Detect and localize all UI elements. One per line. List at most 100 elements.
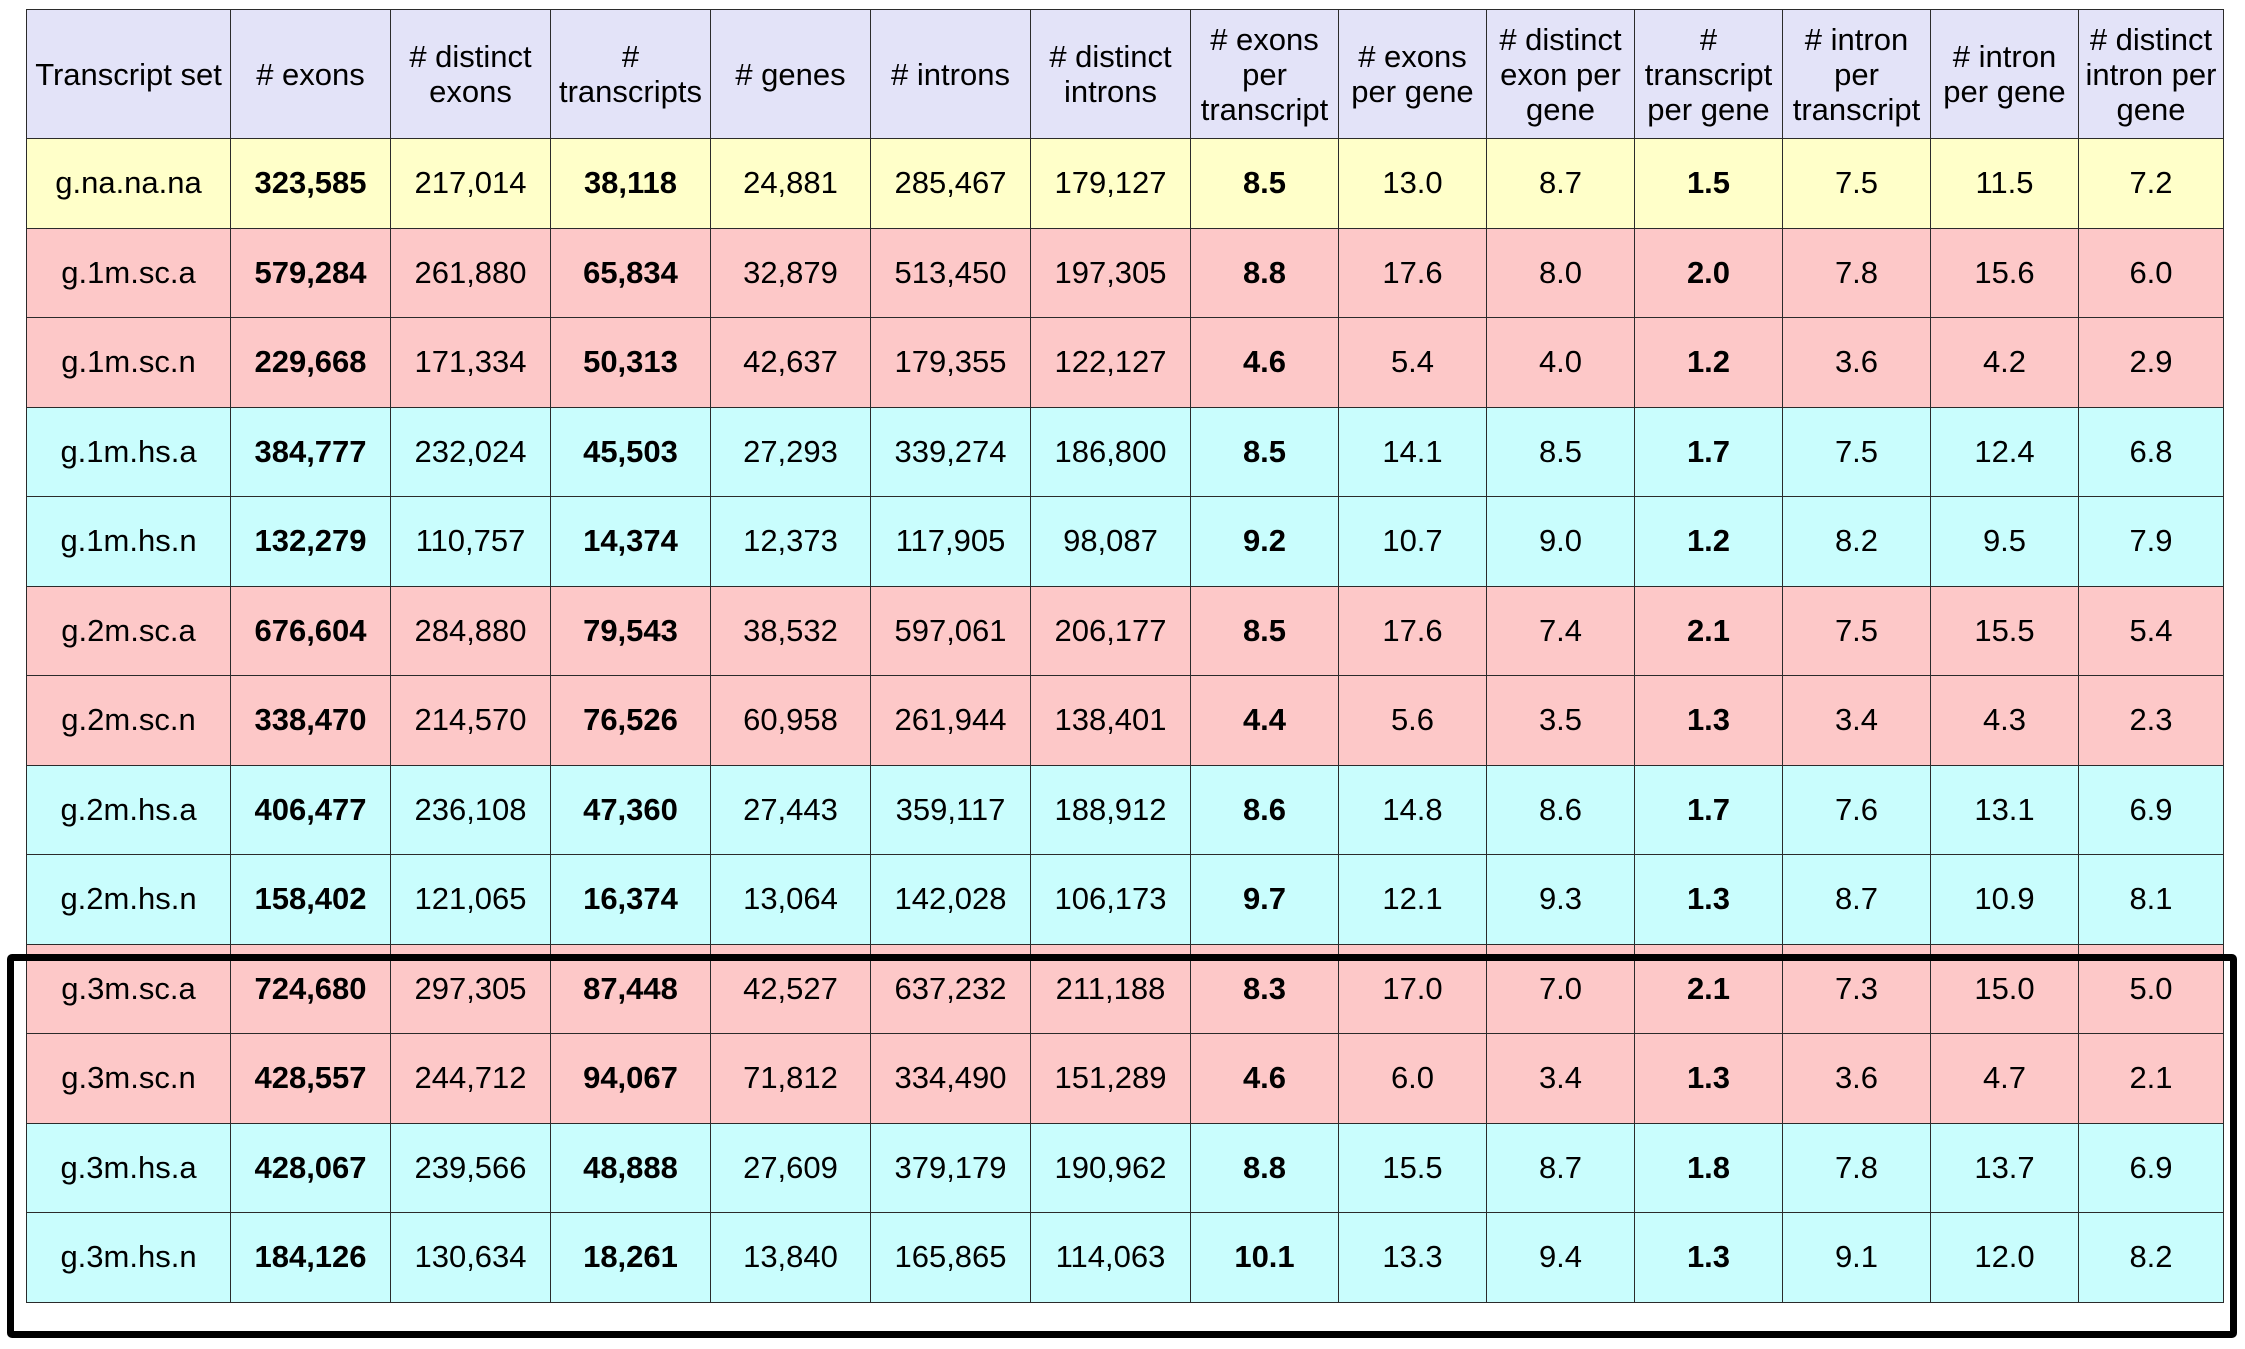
table-cell: 165,865 [870, 1212, 1031, 1303]
table-cell: 7.6 [1782, 764, 1931, 855]
table-cell: 3.5 [1486, 675, 1635, 766]
table-cell: 10.1 [1190, 1212, 1339, 1303]
table-cell: 211,188 [1030, 943, 1191, 1034]
table-cell: 76,526 [550, 675, 711, 766]
table-cell: 47,360 [550, 764, 711, 855]
table-cell: 15.5 [1930, 585, 2079, 676]
column-header: # exons [230, 9, 391, 139]
header-row: Transcript set # exons # distinct exons # t… [26, 9, 2224, 139]
transcript-set-label: g.3m.sc.n [26, 1033, 231, 1124]
table-cell: 8.5 [1190, 138, 1339, 229]
column-header: # intron per transcript [1782, 9, 1931, 139]
table-cell: 724,680 [230, 943, 391, 1034]
table-cell: 285,467 [870, 138, 1031, 229]
table-cell: 637,232 [870, 943, 1031, 1034]
table-cell: 15.6 [1930, 227, 2079, 318]
transcript-set-label: g.3m.hs.a [26, 1122, 231, 1213]
table-cell: 2.1 [1634, 585, 1783, 676]
table-cell: 190,962 [1030, 1122, 1191, 1213]
table-cell: 6.8 [2078, 406, 2224, 497]
table-cell: 12.1 [1338, 854, 1487, 945]
table-cell: 7.0 [1486, 943, 1635, 1034]
table-cell: 14.1 [1338, 406, 1487, 497]
transcript-set-label: g.3m.hs.n [26, 1212, 231, 1303]
table-cell: 597,061 [870, 585, 1031, 676]
table-cell: 206,177 [1030, 585, 1191, 676]
table-cell: 9.1 [1782, 1212, 1931, 1303]
table-cell: 13.1 [1930, 764, 2079, 855]
column-header: # distinct intron per gene [2078, 9, 2224, 139]
transcript-set-label: g.1m.sc.a [26, 227, 231, 318]
table-row: g.3m.hs.n 184,126 130,634 18,261 13,840 165,8… [26, 1212, 2224, 1303]
table-cell: 132,279 [230, 496, 391, 587]
table-cell: 2.1 [1634, 943, 1783, 1034]
table-cell: 9.4 [1486, 1212, 1635, 1303]
table-cell: 9.3 [1486, 854, 1635, 945]
table-cell: 42,637 [710, 317, 871, 408]
table-cell: 676,604 [230, 585, 391, 676]
table-cell: 15.0 [1930, 943, 2079, 1034]
table-row: g.na.na.na 323,585 217,014 38,118 24,881 285,… [26, 138, 2224, 229]
table-cell: 8.1 [2078, 854, 2224, 945]
column-header: # distinct introns [1030, 9, 1191, 139]
table-cell: 13,064 [710, 854, 871, 945]
table-cell: 297,305 [390, 943, 551, 1034]
table-cell: 8.6 [1190, 764, 1339, 855]
column-header: # introns [870, 9, 1031, 139]
table-cell: 4.7 [1930, 1033, 2079, 1124]
table-row: g.2m.sc.a 676,604 284,880 79,543 38,532 597,0… [26, 585, 2224, 676]
table-cell: 179,355 [870, 317, 1031, 408]
table-cell: 2.1 [2078, 1033, 2224, 1124]
table-cell: 323,585 [230, 138, 391, 229]
table-cell: 217,014 [390, 138, 551, 229]
table-cell: 13,840 [710, 1212, 871, 1303]
transcript-set-label: g.1m.hs.n [26, 496, 231, 587]
table-cell: 8.5 [1190, 585, 1339, 676]
table-cell: 13.0 [1338, 138, 1487, 229]
table-cell: 8.7 [1486, 1122, 1635, 1213]
table-cell: 1.2 [1634, 496, 1783, 587]
table-cell: 110,757 [390, 496, 551, 587]
transcript-set-label: g.2m.hs.n [26, 854, 231, 945]
table-cell: 8.6 [1486, 764, 1635, 855]
table-cell: 114,063 [1030, 1212, 1191, 1303]
table-cell: 38,118 [550, 138, 711, 229]
table-cell: 4.6 [1190, 1033, 1339, 1124]
table-cell: 7.8 [1782, 1122, 1931, 1213]
table-cell: 4.3 [1930, 675, 2079, 766]
table-cell: 6.9 [2078, 1122, 2224, 1213]
table-row: g.3m.sc.n 428,557 244,712 94,067 71,812 334,4… [26, 1033, 2224, 1124]
transcript-set-label: g.2m.sc.a [26, 585, 231, 676]
table-cell: 384,777 [230, 406, 391, 497]
table-cell: 1.3 [1634, 1033, 1783, 1124]
table-row: g.3m.hs.a 428,067 239,566 48,888 27,609 379,1… [26, 1122, 2224, 1213]
table-cell: 7.3 [1782, 943, 1931, 1034]
column-header: # genes [710, 9, 871, 139]
table-cell: 379,179 [870, 1122, 1031, 1213]
table-cell: 8.7 [1782, 854, 1931, 945]
table-cell: 9.7 [1190, 854, 1339, 945]
table-cell: 6.9 [2078, 764, 2224, 855]
table-cell: 7.8 [1782, 227, 1931, 318]
transcript-set-label: g.2m.sc.n [26, 675, 231, 766]
table-cell: 27,609 [710, 1122, 871, 1213]
table-cell: 1.3 [1634, 675, 1783, 766]
table-cell: 4.6 [1190, 317, 1339, 408]
table-cell: 7.4 [1486, 585, 1635, 676]
table-cell: 186,800 [1030, 406, 1191, 497]
table-cell: 428,067 [230, 1122, 391, 1213]
table-cell: 8.8 [1190, 227, 1339, 318]
table-cell: 5.4 [2078, 585, 2224, 676]
table-cell: 8.8 [1190, 1122, 1339, 1213]
table-cell: 12.4 [1930, 406, 2079, 497]
table-cell: 284,880 [390, 585, 551, 676]
table-cell: 142,028 [870, 854, 1031, 945]
table-cell: 8.3 [1190, 943, 1339, 1034]
transcript-set-label: g.na.na.na [26, 138, 231, 229]
table-cell: 197,305 [1030, 227, 1191, 318]
table-cell: 7.5 [1782, 585, 1931, 676]
table-cell: 229,668 [230, 317, 391, 408]
table-row: g.1m.hs.n 132,279 110,757 14,374 12,373 117,9… [26, 496, 2224, 587]
table-cell: 158,402 [230, 854, 391, 945]
table-cell: 5.4 [1338, 317, 1487, 408]
